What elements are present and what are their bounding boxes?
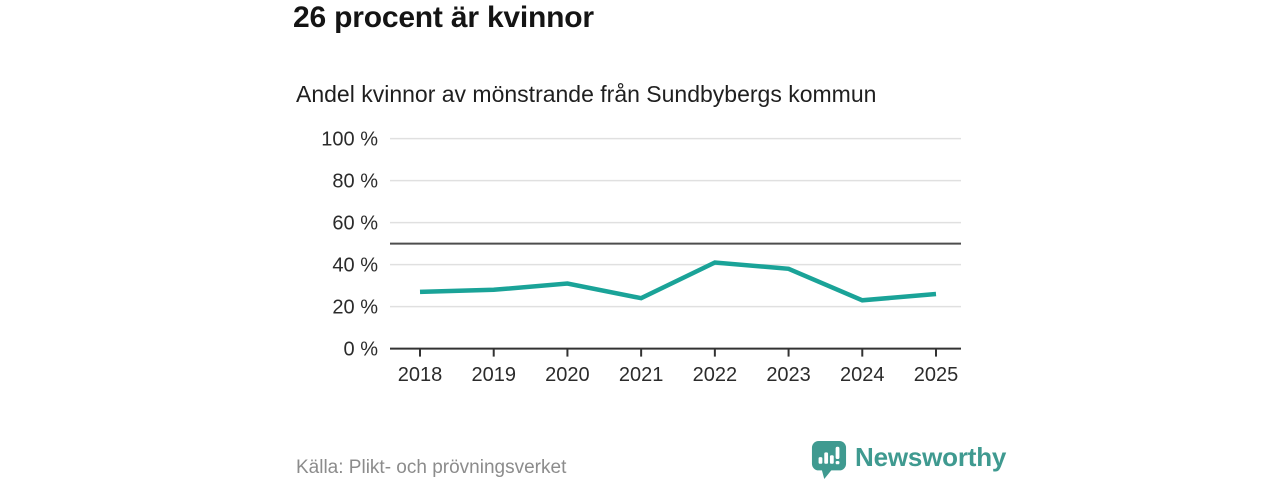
newsworthy-logo: Newsworthy [811, 440, 1006, 480]
x-tick-label: 2021 [619, 364, 664, 386]
x-tick-label: 2025 [914, 364, 959, 386]
chart-subtitle: Andel kvinnor av mönstrande från Sundbyb… [296, 81, 877, 107]
brand-name: Newsworthy [855, 442, 1007, 472]
y-tick-label: 20 % [332, 297, 378, 319]
x-tick-label: 2024 [840, 364, 885, 386]
y-tick-label: 100 % [321, 129, 378, 151]
y-tick-label: 60 % [332, 213, 378, 235]
line-chart-svg: 0 % 20 % 40 % 60 % 80 % 100 % 2018 2019 2020 2021… [321, 129, 961, 386]
y-tick-label: 40 % [332, 255, 378, 277]
x-tick-label: 2022 [693, 364, 738, 386]
page-title: 26 procent är kvinnor [293, 1, 594, 34]
source-note: Källa: Plikt- och prövningsverket [296, 457, 567, 478]
newsworthy-logo-icon [811, 441, 847, 479]
data-line [419, 260, 937, 303]
y-tick-label: 80 % [332, 171, 378, 193]
y-tick-label: 0 % [344, 339, 379, 361]
x-tick-label: 2018 [398, 364, 443, 386]
x-tick-label: 2020 [545, 364, 590, 386]
x-tick-label: 2019 [471, 364, 516, 386]
x-tick-label: 2023 [766, 364, 811, 386]
